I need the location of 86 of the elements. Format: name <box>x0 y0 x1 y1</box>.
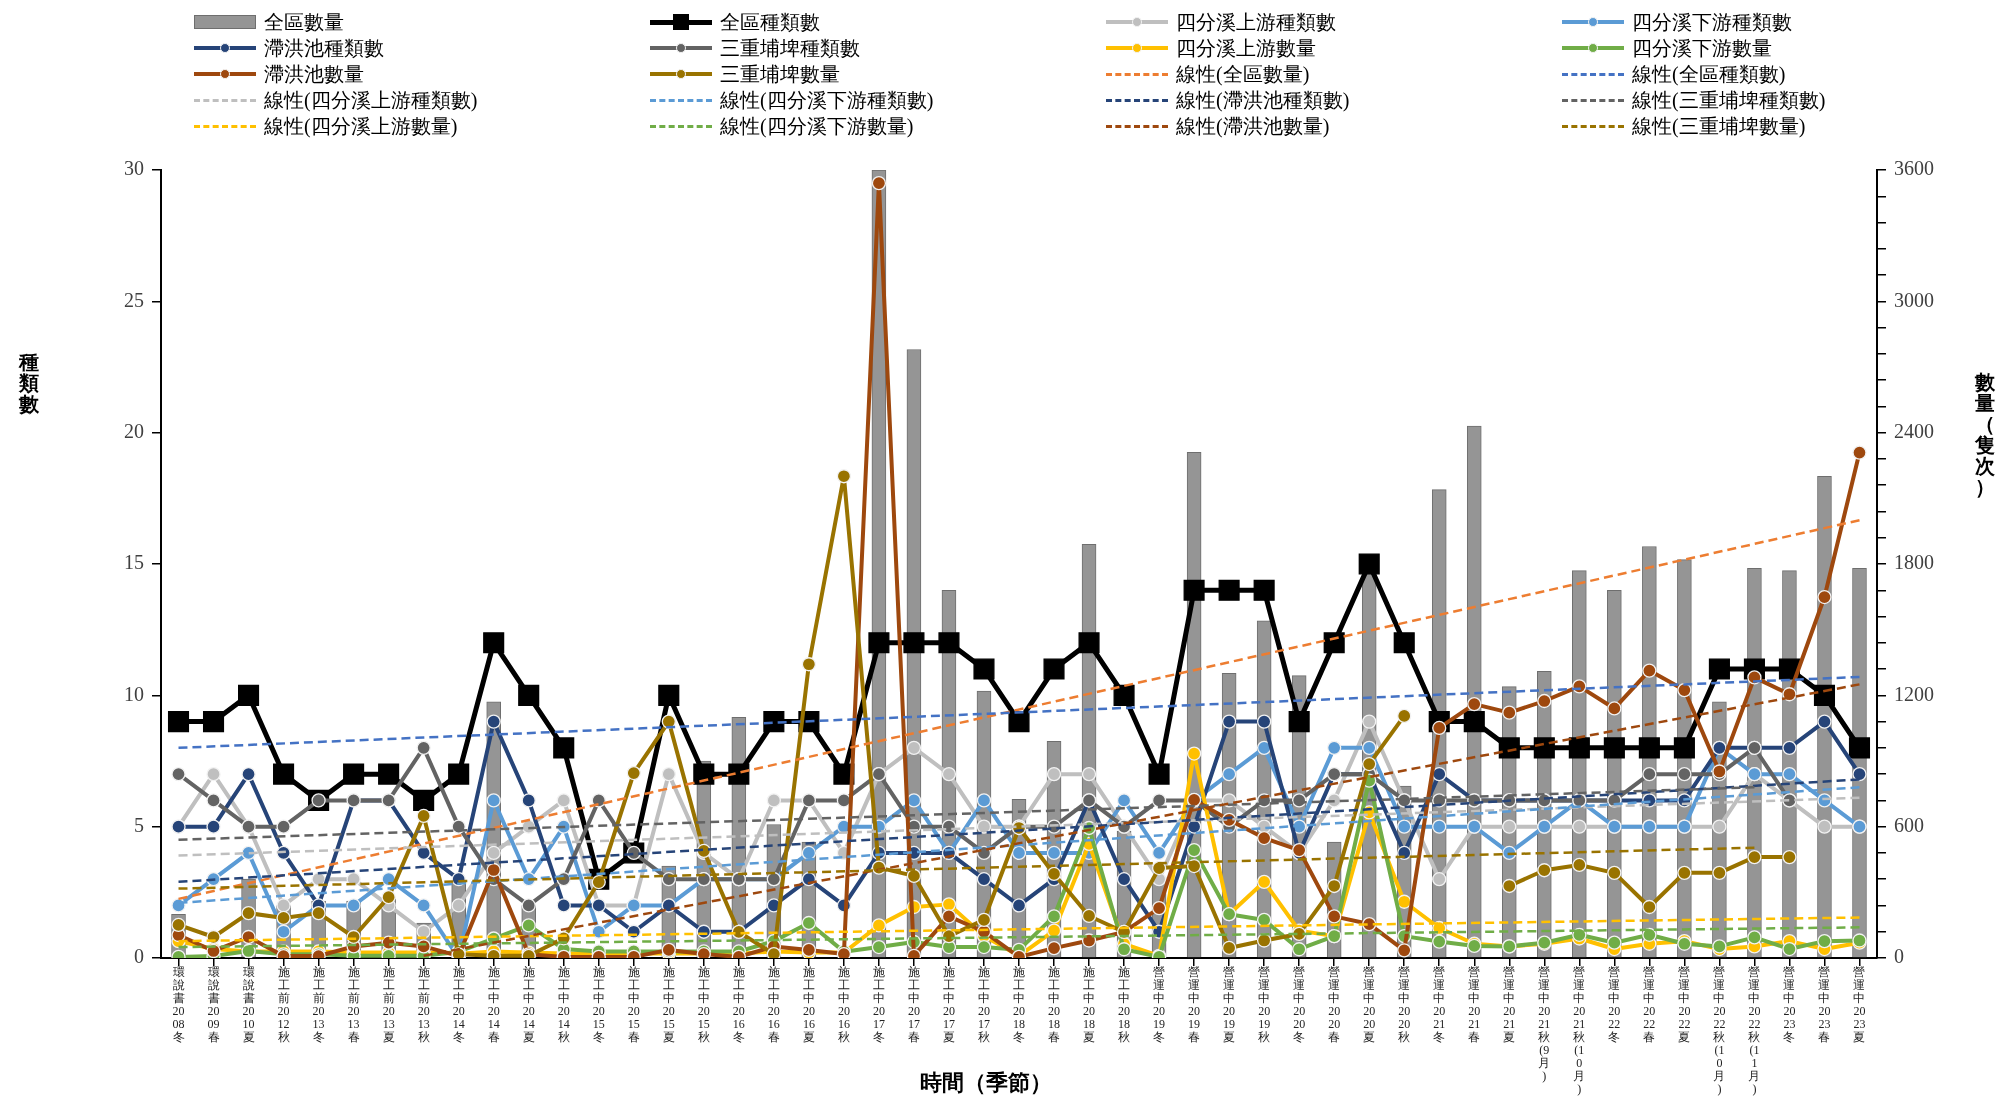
y2-tick-label: 3000 <box>1894 288 1934 311</box>
legend-label: 四分溪下游數量 <box>1632 35 1772 61</box>
x-tick-label: 環說書2008冬 <box>172 965 185 1044</box>
x-tick-label: 營運中2022冬 <box>1607 965 1621 1044</box>
y-tick-label: 30 <box>124 157 144 180</box>
legend-label: 線性(全區數量) <box>1176 61 1310 88</box>
legend-label: 全區數量 <box>264 9 344 35</box>
category-label: 營運中2022秋(10月) <box>1713 965 1726 1096</box>
legend-label: 線性(滯洪池種類數) <box>1176 87 1350 114</box>
x-tick-label: 施工中2018春 <box>1047 965 1061 1044</box>
x-tick-label: 施工前2013秋 <box>417 965 431 1044</box>
x-tick-label: 施工前2012秋 <box>277 965 291 1044</box>
y-axis-title: 種類數 <box>18 351 39 415</box>
x-tick-label: 施工中2017夏 <box>942 965 956 1044</box>
x-tick-label: 施工中2015冬 <box>592 965 606 1044</box>
x-tick-label: 施工中2018秋 <box>1117 965 1131 1044</box>
legend-label: 線性(全區種類數) <box>1632 61 1786 88</box>
x-tick-label: 營運中2022春 <box>1642 965 1656 1044</box>
x-tick-label: 施工前2013冬 <box>312 965 326 1044</box>
x-tick-label: 營運中2020春 <box>1327 965 1341 1044</box>
y-tick-label: 20 <box>124 419 144 442</box>
legend-label: 三重埔埤種類數 <box>720 35 860 61</box>
x-tick-label: 施工中2015秋 <box>697 965 711 1044</box>
x-tick-label: 施工中2016春 <box>767 965 781 1044</box>
y-tick-label: 10 <box>124 682 144 705</box>
legend-label: 四分溪下游種類數 <box>1632 9 1792 35</box>
y2-tick-label: 1200 <box>1894 682 1934 705</box>
y-tick-label: 0 <box>134 945 144 968</box>
x-tick-label: 營運中2023夏 <box>1852 965 1866 1044</box>
legend-label: 線性(三重埔埤種類數) <box>1632 87 1826 114</box>
legend-label: 線性(四分溪下游數量) <box>720 113 914 140</box>
x-tick-label: 施工中2014春 <box>487 965 501 1044</box>
x-tick-label: 營運中2023冬 <box>1782 965 1796 1044</box>
x-tick-label: 營運中2019夏 <box>1222 965 1236 1044</box>
x-tick-label: 營運中2021夏 <box>1502 965 1516 1044</box>
x-tick-label: 施工中2015春 <box>627 965 641 1044</box>
y2-tick-label: 600 <box>1894 813 1924 836</box>
legend-label: 滯洪池數量 <box>264 61 364 87</box>
x-axis-title: 時間（季節） <box>920 1069 1052 1097</box>
legend-label: 滯洪池種類數 <box>264 35 384 61</box>
category-label: 營運中2021秋(9月) <box>1538 965 1551 1083</box>
legend-label: 全區種類數 <box>720 9 820 35</box>
x-tick-label: 營運中2021冬 <box>1432 965 1446 1044</box>
legend-label: 線性(四分溪上游數量) <box>264 113 458 140</box>
y2-tick-label: 1800 <box>1894 551 1934 574</box>
legend-label: 線性(四分溪下游種類數) <box>720 87 934 114</box>
y2-tick-label: 2400 <box>1894 419 1934 442</box>
category-label: 營運中2021秋(10月) <box>1573 965 1586 1096</box>
y-tick-label: 15 <box>124 551 144 574</box>
x-tick-label: 施工中2016夏 <box>802 965 816 1044</box>
x-tick-label: 營運中2022夏 <box>1677 965 1691 1044</box>
y2-tick-label: 3600 <box>1894 157 1934 180</box>
y-tick-label: 5 <box>134 813 144 836</box>
x-tick-label: 營運中2021春 <box>1467 965 1481 1044</box>
x-tick-label: 營運中2019冬 <box>1152 965 1166 1044</box>
legend-label: 線性(四分溪上游種類數) <box>264 87 478 114</box>
x-tick-label: 施工中2016冬 <box>732 965 746 1044</box>
y2-tick-label: 0 <box>1894 945 1904 968</box>
x-tick-label: 施工中2018冬 <box>1012 965 1026 1044</box>
y2-axis-title: 數量（隻次） <box>1974 371 1995 498</box>
x-tick-label: 施工中2014冬 <box>452 965 466 1044</box>
legend-label: 三重埔埤數量 <box>720 61 840 87</box>
x-tick-label: 營運中2019春 <box>1187 965 1201 1044</box>
x-tick-label: 施工中2017秋 <box>977 965 991 1044</box>
x-tick-label: 施工中2018夏 <box>1082 965 1096 1044</box>
x-tick-label: 營運中2020秋 <box>1397 965 1411 1044</box>
y-tick-label: 25 <box>124 288 144 311</box>
x-tick-label: 施工中2017春 <box>907 965 921 1044</box>
x-tick-label: 施工中2016秋 <box>837 965 851 1044</box>
x-tick-label: 施工中2014秋 <box>557 965 571 1044</box>
x-tick-label: 營運中2020夏 <box>1362 965 1376 1044</box>
x-tick-label: 營運中2023春 <box>1817 965 1831 1044</box>
legend-label: 線性(滯洪池數量) <box>1176 113 1330 140</box>
category-label: 營運中2022秋(11月) <box>1748 965 1761 1096</box>
legend-label: 線性(三重埔埤數量) <box>1632 113 1806 140</box>
x-tick-label: 施工中2014夏 <box>522 965 536 1044</box>
x-tick-label: 環說書2010夏 <box>242 965 256 1044</box>
x-tick-label: 施工前2013夏 <box>382 965 396 1044</box>
legend-label: 四分溪上游數量 <box>1176 35 1316 61</box>
x-tick-label: 施工中2017冬 <box>872 965 886 1044</box>
x-tick-label: 環說書2009春 <box>207 965 221 1044</box>
x-tick-label: 營運中2019秋 <box>1257 965 1271 1044</box>
x-tick-label: 施工中2015夏 <box>662 965 676 1044</box>
x-tick-label: 營運中2020冬 <box>1292 965 1306 1044</box>
legend-label: 四分溪上游種類數 <box>1176 9 1336 35</box>
x-tick-label: 施工前2013春 <box>347 965 361 1044</box>
